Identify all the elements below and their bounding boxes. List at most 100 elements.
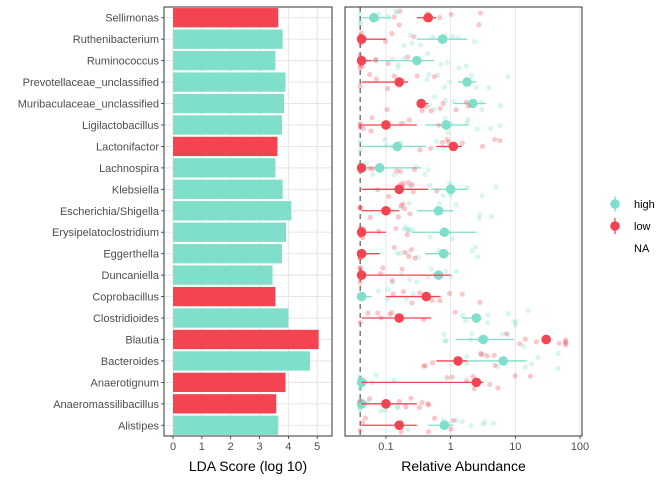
sample-point: [389, 310, 395, 316]
mean-point: [439, 227, 450, 238]
sample-point: [357, 20, 363, 27]
taxon-label: Eggerthella: [103, 249, 160, 261]
sample-point: [495, 363, 501, 370]
mean-point: [394, 313, 404, 323]
sample-point: [405, 250, 411, 256]
sample-point: [505, 332, 511, 338]
sample-point: [435, 72, 441, 78]
sample-point: [535, 355, 541, 361]
sample-point: [453, 417, 460, 424]
sample-point: [395, 214, 401, 220]
sample-point: [363, 160, 369, 166]
taxon-label: Lactonifactor: [96, 141, 159, 153]
mean-point: [416, 98, 426, 109]
mean-point: [433, 205, 444, 216]
sample-point: [401, 55, 407, 62]
sample-point: [384, 106, 390, 113]
sample-point: [428, 108, 434, 114]
sample-point: [391, 244, 397, 251]
sample-point: [463, 360, 470, 366]
sample-point: [555, 365, 561, 371]
bar-panel-border: [163, 6, 333, 437]
sample-point: [385, 296, 391, 303]
sample-point: [357, 65, 363, 71]
mean-point: [453, 356, 463, 366]
sample-point: [459, 418, 465, 425]
sample-point: [465, 103, 471, 109]
sample-point: [449, 236, 456, 242]
sample-point: [365, 310, 371, 316]
sample-point: [360, 125, 367, 132]
sample-point: [444, 375, 450, 381]
sample-point: [443, 268, 449, 274]
sample-point: [459, 291, 465, 297]
taxon-label: Blautia: [125, 334, 160, 346]
sample-point: [389, 279, 395, 285]
sample-point: [437, 14, 443, 21]
lda-bar: [173, 158, 276, 178]
sample-point: [378, 408, 384, 414]
taxon-label: Muribaculaceae_unclassified: [18, 99, 159, 111]
sample-point: [471, 38, 478, 45]
sample-point: [357, 386, 363, 392]
sample-point: [522, 336, 528, 342]
sample-point: [414, 73, 420, 79]
bar-panel-background: [164, 7, 332, 436]
legend-key-point: [610, 221, 620, 231]
sample-point: [422, 172, 428, 178]
sample-point: [357, 122, 363, 128]
sample-point: [477, 10, 484, 16]
sample-point: [408, 182, 415, 188]
sample-point: [395, 64, 401, 71]
sample-point: [394, 404, 400, 410]
sample-point: [486, 85, 492, 91]
mean-point: [437, 34, 448, 44]
sample-point: [402, 249, 408, 255]
taxon-label: Clostridioides: [93, 313, 160, 325]
sample-point: [373, 76, 380, 82]
sample-point: [357, 265, 363, 271]
sample-point: [469, 72, 475, 78]
abundance-dot-panel: 0.1 1 10 100 Relative Abundance: [344, 6, 589, 474]
mean-point: [356, 55, 367, 66]
mean-point: [381, 205, 391, 216]
sample-point: [480, 421, 486, 427]
sample-point: [491, 352, 497, 359]
sample-point: [479, 143, 486, 149]
taxon-label: Lachnospira: [99, 163, 160, 175]
taxon-label: Anaeromassilibacillus: [53, 399, 159, 411]
sample-point: [400, 201, 406, 207]
sample-point: [453, 107, 459, 113]
x-tick-label: 0: [170, 441, 176, 453]
sample-point: [437, 105, 443, 112]
sample-point: [412, 255, 418, 261]
taxon-label: Erysipelatoclostridium: [52, 227, 159, 239]
sample-point: [406, 200, 412, 206]
sample-point: [421, 363, 427, 369]
sample-point: [415, 254, 421, 260]
taxon-label: Bacteroides: [101, 356, 160, 368]
sample-point: [446, 79, 453, 85]
sample-point: [367, 71, 373, 78]
sample-point: [357, 147, 363, 153]
sample-point: [373, 57, 379, 63]
sample-point: [429, 360, 436, 366]
mean-point: [441, 120, 451, 130]
sample-point: [394, 250, 400, 256]
sample-point: [449, 374, 455, 380]
sample-point: [357, 407, 363, 413]
sample-point: [439, 139, 446, 145]
sample-point: [392, 8, 398, 14]
sample-point: [367, 214, 373, 221]
sample-point: [497, 103, 504, 109]
sample-point: [401, 225, 407, 232]
sample-point: [436, 122, 442, 128]
sample-point: [411, 166, 418, 173]
sample-point: [384, 85, 391, 92]
sample-point: [369, 166, 376, 172]
sample-point: [426, 402, 432, 408]
sample-point: [456, 65, 462, 71]
mean-point: [467, 98, 478, 109]
sample-point: [417, 290, 423, 296]
sample-point: [425, 274, 431, 280]
